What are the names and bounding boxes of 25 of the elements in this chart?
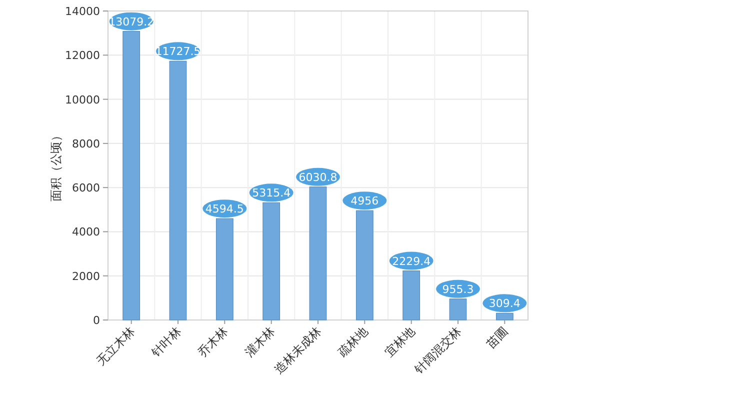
y-tick-label: 2000 (72, 270, 100, 283)
y-tick-label: 10000 (65, 93, 100, 106)
data-label: 13079.2 (108, 15, 154, 28)
y-tick-label: 0 (93, 314, 100, 327)
data-label: 4594.5 (205, 202, 244, 216)
x-tick-label: 疏林地 (335, 324, 371, 360)
data-label: 2229.4 (392, 254, 431, 268)
y-axis-title: 面积（公顷） (49, 130, 63, 202)
data-label: 4956 (350, 194, 379, 208)
y-tick-label: 12000 (65, 49, 100, 62)
y-tick-label: 6000 (72, 182, 100, 195)
x-tick-label: 无立木林 (94, 324, 138, 368)
data-label: 11727.5 (155, 45, 201, 58)
x-tick-label: 针叶林 (148, 324, 184, 360)
y-tick-label: 14000 (65, 5, 100, 18)
data-label: 6030.8 (298, 170, 338, 184)
data-label: 955.3 (442, 282, 474, 296)
x-tick-label: 乔木林 (195, 324, 231, 360)
y-tick-label: 4000 (72, 226, 100, 239)
data-label: 5315.4 (252, 186, 291, 200)
y-tick-label: 8000 (72, 137, 100, 150)
x-tick-label: 灌木林 (242, 324, 278, 360)
data-label: 309.4 (488, 297, 520, 310)
x-tick-label: 宜林地 (382, 324, 418, 360)
x-tick-label: 苗圃 (484, 324, 511, 352)
